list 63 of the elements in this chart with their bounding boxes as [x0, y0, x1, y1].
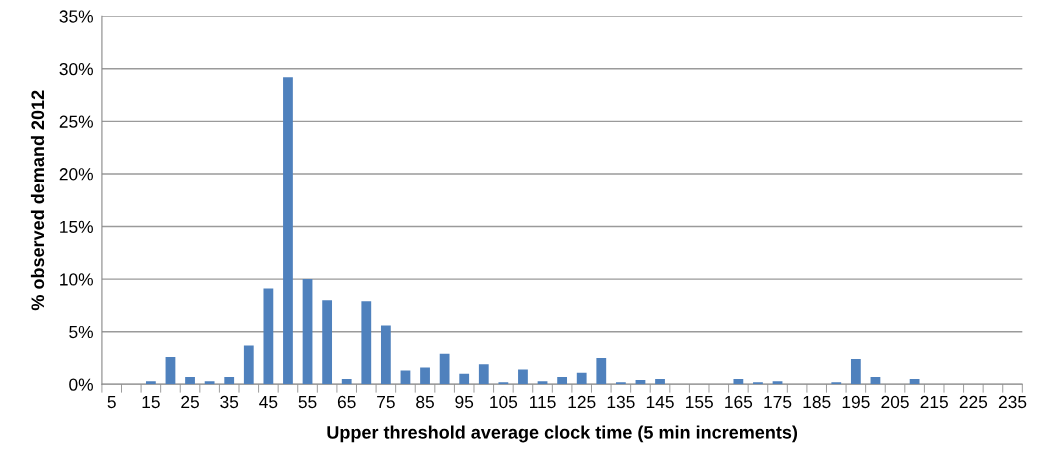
x-tick-label: 175 — [764, 396, 792, 409]
bar — [302, 279, 313, 385]
bar — [145, 381, 156, 385]
bar — [831, 382, 842, 385]
bar — [850, 359, 861, 385]
x-tick-label: 185 — [803, 395, 831, 409]
x-tick-label: 195 — [842, 395, 870, 409]
bar — [380, 325, 391, 385]
x-tick-label: 215 — [920, 395, 948, 409]
y-tick-label: 15% — [60, 220, 93, 233]
x-tick-label: 125 — [568, 395, 596, 409]
bar — [615, 382, 626, 385]
x-tick-label: 15 — [142, 396, 160, 409]
x-tick-label: 115 — [530, 396, 556, 409]
bar — [478, 364, 489, 385]
bar — [439, 353, 450, 385]
bar — [283, 77, 293, 385]
x-tick-label: 55 — [298, 396, 317, 409]
x-tick-label: 85 — [416, 395, 434, 409]
bar — [459, 373, 470, 385]
x-tick-label: 145 — [646, 396, 674, 409]
x-tick-label: 135 — [607, 395, 635, 409]
y-tick-label: 5% — [69, 325, 93, 339]
bar — [498, 382, 509, 385]
x-tick-label: 35 — [220, 395, 239, 409]
bar — [655, 379, 665, 385]
bar — [322, 300, 333, 385]
x-tick-label: 75 — [377, 396, 395, 409]
bar — [909, 379, 920, 385]
x-tick-label: 105 — [490, 395, 518, 409]
y-tick-label: 25% — [59, 115, 93, 128]
bar — [753, 382, 763, 385]
y-axis-title: % observed demand 2012 — [30, 90, 45, 311]
x-tick-label: 235 — [998, 395, 1027, 409]
x-tick-label: 95 — [455, 395, 474, 409]
bar — [596, 358, 607, 385]
x-tick-label: 5 — [107, 396, 116, 409]
y-tick-label: 0% — [69, 378, 93, 391]
x-tick-label: 155 — [686, 396, 713, 409]
y-tick-label: 35% — [59, 10, 93, 23]
x-tick-label: 205 — [881, 395, 909, 409]
bar — [420, 367, 430, 385]
bar — [557, 376, 568, 385]
bar — [518, 369, 528, 385]
bar — [185, 376, 195, 385]
bar — [243, 345, 254, 385]
bar — [576, 372, 587, 385]
x-tick-label: 45 — [259, 396, 278, 409]
x-axis-title: Upper threshold average clock time (5 min increments) — [327, 425, 798, 443]
bar — [733, 379, 744, 385]
y-tick-label: 10% — [60, 273, 93, 286]
bar — [165, 356, 176, 385]
bar — [341, 379, 352, 385]
bar — [204, 381, 215, 385]
bar — [361, 301, 372, 385]
y-tick-label: 30% — [59, 62, 93, 76]
bar — [224, 376, 235, 385]
bar — [263, 288, 274, 385]
y-tick-label: 20% — [59, 168, 93, 181]
x-tick-label: 165 — [725, 395, 753, 409]
x-tick-label: 25 — [181, 395, 199, 409]
x-tick-label: 65 — [337, 395, 356, 409]
x-tick-label: 225 — [959, 395, 988, 409]
